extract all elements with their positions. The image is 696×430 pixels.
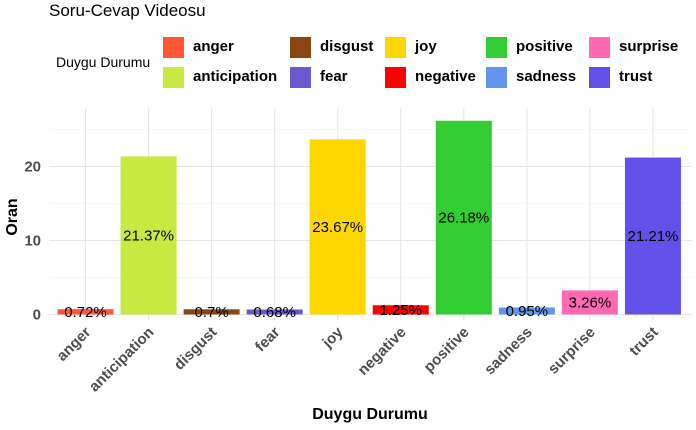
bars <box>57 120 681 315</box>
legend-label: trust <box>619 68 653 85</box>
legend-title: Duygu Durumu <box>56 54 151 70</box>
legend-label: sadness <box>516 68 577 85</box>
bar-sadness <box>498 307 555 315</box>
x-tick-label: surprise <box>545 324 599 378</box>
x-tick-label: joy <box>318 323 347 352</box>
x-tick-label: negative <box>355 324 410 379</box>
y-tick-label: 0 <box>33 307 41 324</box>
bar-anger <box>57 309 114 315</box>
legend-label: joy <box>415 38 437 55</box>
legend-label: anger <box>193 38 234 55</box>
x-tick-label: disgust <box>171 324 221 374</box>
data-label: 21.21% <box>628 228 679 245</box>
legend-label: fear <box>320 68 348 85</box>
legend-label: anticipation <box>193 68 278 85</box>
legend-swatch <box>163 37 184 58</box>
data-label: 0.72% <box>64 304 107 321</box>
data-labels: 0.72% 21.37% 0.7% 0.68% 23.67% 1.25% 26.18% 0.9… <box>64 210 678 321</box>
x-tick-label: trust <box>626 324 662 360</box>
legend-label: surprise <box>619 38 679 55</box>
legend-label: positive <box>516 38 573 55</box>
legend-label: negative <box>415 68 476 85</box>
data-label: 1.25% <box>379 302 422 319</box>
x-tick-label: anger <box>53 324 94 365</box>
y-tick-label: 10 <box>24 233 41 250</box>
legend-swatch <box>290 67 311 88</box>
legend-swatch <box>589 67 610 88</box>
data-label: 3.26% <box>569 294 612 311</box>
bar-anticipation <box>120 156 177 315</box>
data-label: 23.67% <box>312 219 363 236</box>
x-tick-label: positive <box>421 324 473 376</box>
chart-title: Soru-Cevap Videosu <box>49 1 206 20</box>
bar-joy <box>309 139 366 315</box>
bar-surprise <box>561 290 618 315</box>
bar-negative <box>372 305 429 315</box>
x-tick-label: anticipation <box>86 324 158 396</box>
x-axis-title: Duygu Durumu <box>312 406 428 423</box>
data-label: 21.37% <box>123 227 174 244</box>
x-tick-label: fear <box>252 324 284 356</box>
bar-fear <box>246 309 303 315</box>
legend-label: disgust <box>320 38 374 55</box>
y-axis-ticks: 0 10 20 <box>24 159 41 324</box>
bar-trust <box>624 157 681 315</box>
x-tick-label: sadness <box>481 324 535 378</box>
data-label: 0.7% <box>194 304 228 321</box>
legend-swatch <box>163 67 184 88</box>
y-tick-label: 20 <box>24 159 41 176</box>
bar-disgust <box>183 309 240 315</box>
bar-positive <box>435 120 492 315</box>
legend-swatch <box>385 37 406 58</box>
legend-swatch <box>385 67 406 88</box>
legend-swatch <box>589 37 610 58</box>
y-axis-title: Oran <box>4 198 21 235</box>
data-label: 26.18% <box>438 210 489 227</box>
legend-swatch <box>290 37 311 58</box>
legend-swatch <box>486 37 507 58</box>
legend-swatch <box>486 67 507 88</box>
data-label: 0.95% <box>506 303 549 320</box>
data-label: 0.68% <box>253 304 296 321</box>
